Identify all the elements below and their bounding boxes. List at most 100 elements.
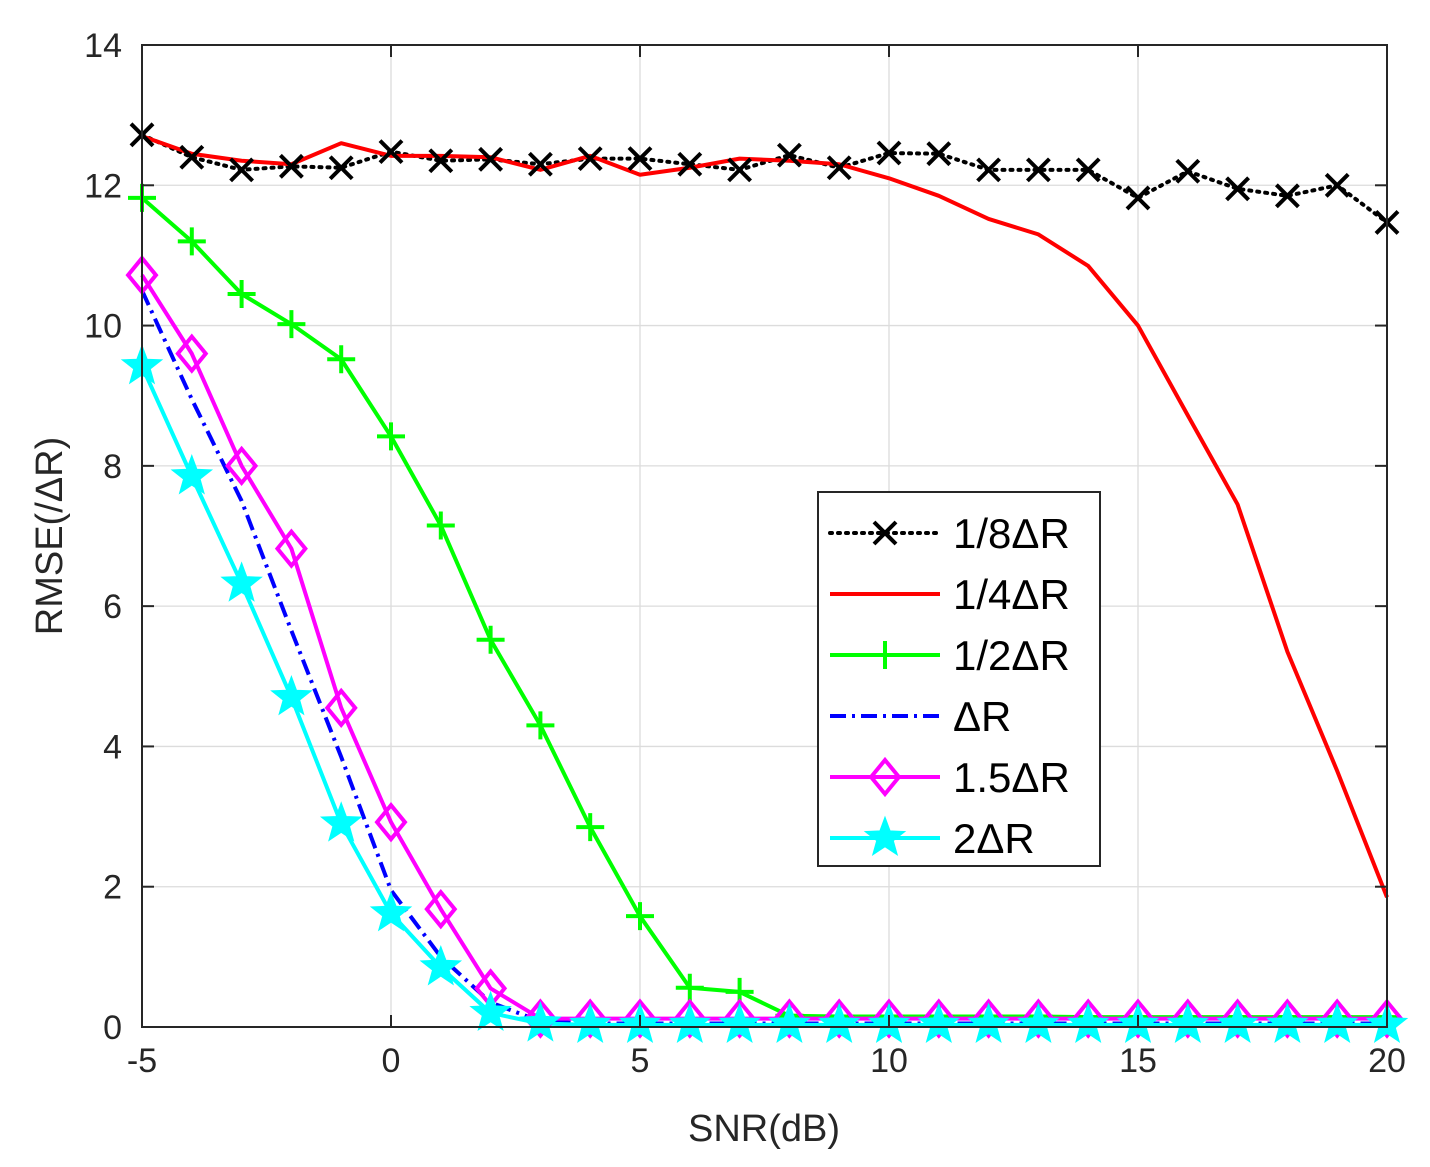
- series-4-marker: [972, 998, 1006, 1039]
- legend-label-1: 1/4ΔR: [953, 571, 1070, 618]
- series-0-marker: [1025, 157, 1051, 183]
- y-tick-label: 2: [103, 869, 122, 907]
- plot-frame: [141, 44, 1388, 1028]
- series-4-marker: [274, 528, 308, 569]
- series-0-marker: [577, 146, 603, 172]
- series-0-marker: [976, 157, 1002, 183]
- series-5-marker: [369, 891, 413, 932]
- legend-label-0: 1/8ΔR: [953, 510, 1070, 557]
- series-0-marker: [776, 142, 802, 168]
- series-2-marker: [476, 625, 505, 654]
- x-tick-label: 10: [870, 1042, 908, 1080]
- series-2-marker: [277, 310, 306, 339]
- x-tick-label: 5: [631, 1042, 650, 1080]
- series-5-marker: [1216, 1002, 1259, 1043]
- y-tick-label: 4: [103, 728, 122, 766]
- series-5-marker: [220, 561, 263, 602]
- series-0-marker: [478, 146, 504, 172]
- x-tick-label: 0: [382, 1042, 401, 1080]
- series-4-marker: [1171, 998, 1205, 1039]
- series-5-marker: [419, 945, 463, 986]
- series-0-marker: [229, 157, 255, 183]
- series-0-marker: [926, 141, 952, 167]
- series-0-marker: [1225, 176, 1251, 202]
- plot-area: [142, 45, 1387, 1027]
- series-5-marker: [1066, 1002, 1110, 1043]
- legend-label-4: 1.5ΔR: [953, 754, 1070, 801]
- series-0-marker: [826, 155, 852, 181]
- x-axis-title: SNR(dB): [688, 1108, 840, 1150]
- series-4-marker: [723, 998, 757, 1039]
- legend-label-3: ΔR: [953, 693, 1011, 740]
- series-5-marker: [270, 675, 313, 716]
- series-4-marker: [822, 998, 856, 1039]
- series-2-marker: [377, 422, 405, 451]
- series-5-marker: [718, 1002, 761, 1043]
- x-tick-label: -5: [127, 1042, 157, 1080]
- series-2-marker: [576, 813, 605, 842]
- y-tick-label: 0: [103, 1009, 122, 1047]
- series-0-marker: [727, 157, 753, 183]
- y-tick-label: 12: [84, 167, 122, 205]
- series-4-marker: [374, 802, 408, 843]
- series-0-marker: [677, 151, 703, 177]
- series-5-marker: [668, 1002, 712, 1043]
- series-5-marker: [568, 1002, 612, 1043]
- series-4-marker: [424, 889, 458, 930]
- series-2-marker: [227, 280, 256, 309]
- series-0-marker: [1274, 183, 1300, 209]
- series-4-marker: [1270, 998, 1304, 1039]
- legend-label-2: 1/2ΔR: [953, 632, 1070, 679]
- series-4-marker: [1370, 998, 1404, 1039]
- series-2-marker: [327, 345, 356, 374]
- series-2-marker: [626, 902, 654, 931]
- series-line-1: [141, 134, 1389, 898]
- series-4-marker: [225, 445, 259, 487]
- series-line-0: [140, 132, 1389, 225]
- series-5-marker: [817, 1002, 861, 1043]
- series-4-marker: [772, 998, 806, 1039]
- legend-marker-0: [872, 520, 898, 546]
- series-4-marker: [1071, 998, 1105, 1039]
- legend-marker-5: [863, 815, 907, 857]
- series-4-marker: [1121, 998, 1155, 1039]
- series-2-marker: [177, 227, 206, 256]
- series-4-marker: [872, 998, 906, 1039]
- series-0-marker: [1324, 172, 1350, 198]
- series-5-marker: [1315, 1002, 1359, 1043]
- series-5-marker: [170, 454, 214, 495]
- y-axis-title: RMSE(/ΔR): [29, 437, 71, 635]
- series-4-marker: [673, 998, 707, 1039]
- y-tick-label: 8: [103, 448, 122, 486]
- series-0-marker: [1125, 185, 1151, 211]
- series-5-marker: [469, 990, 512, 1032]
- y-tick-label: 6: [103, 588, 122, 626]
- series-4-marker: [1320, 998, 1354, 1039]
- y-tick-label: 10: [84, 308, 122, 346]
- series-5-marker: [967, 1002, 1010, 1043]
- x-tick-label: 15: [1119, 1042, 1157, 1080]
- legend-box: [817, 491, 1101, 867]
- series-2-marker: [526, 711, 555, 740]
- series-5-marker: [1166, 1002, 1210, 1043]
- series-4-marker: [1021, 998, 1055, 1039]
- legend-marker-4: [868, 756, 902, 798]
- legend: 1/8ΔR 1/4ΔR 1/2ΔR ΔR 1.5ΔR 2ΔR: [817, 491, 1101, 867]
- series-4-marker: [1221, 998, 1255, 1039]
- series-0-marker: [1075, 157, 1101, 183]
- series-0-marker: [378, 139, 404, 165]
- series-2-marker: [426, 511, 455, 540]
- series-0-marker: [876, 140, 902, 166]
- series-0-marker: [428, 148, 454, 174]
- legend-label-5: 2ΔR: [953, 815, 1035, 862]
- series-2-marker: [675, 973, 704, 1002]
- series-0-marker: [527, 151, 553, 177]
- series-5-marker: [1017, 1002, 1060, 1043]
- series-5-marker: [1266, 1002, 1309, 1043]
- series-0-marker: [278, 153, 304, 179]
- series-4-marker: [523, 998, 557, 1039]
- series-5-marker: [917, 1002, 961, 1043]
- legend-marker-2: [871, 641, 899, 669]
